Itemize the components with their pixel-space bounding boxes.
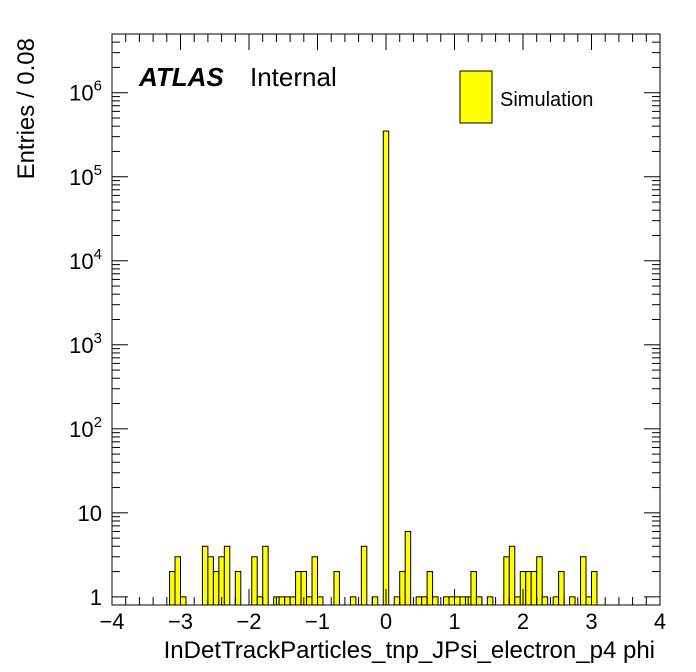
histogram-bar xyxy=(382,130,390,606)
histogram-bar xyxy=(262,545,269,606)
histogram-bar xyxy=(399,571,406,606)
histogram-bar xyxy=(317,596,324,606)
histogram-bar xyxy=(569,596,576,606)
histogram-bar xyxy=(541,596,549,606)
histogram-bar xyxy=(174,556,182,606)
x-tick-label: −4 xyxy=(99,609,124,634)
y-tick-label: 106 xyxy=(69,78,102,106)
histogram-bar xyxy=(508,545,516,606)
histogram-bar xyxy=(404,530,412,606)
histogram-bar xyxy=(371,596,379,606)
histogram-bar xyxy=(333,571,340,606)
histogram-bar xyxy=(415,596,423,606)
histogram-bar xyxy=(459,596,466,606)
x-tick-labels: −4 −3 −2 −1 0 1 2 3 4 xyxy=(99,609,666,634)
y-tick-labels: 1 10 102 103 104 105 106 xyxy=(69,78,102,610)
histogram-bar xyxy=(295,571,302,606)
x-tick-label: 4 xyxy=(654,609,666,634)
histogram-bar xyxy=(421,596,428,606)
x-tick-label: −2 xyxy=(236,609,261,634)
histogram-bar xyxy=(311,556,318,606)
histogram-bar xyxy=(426,571,434,606)
histogram-bar xyxy=(432,596,439,606)
histogram-bar xyxy=(486,596,494,606)
x-tick-label: −1 xyxy=(305,609,330,634)
histogram-bar xyxy=(454,596,461,606)
histogram-bar xyxy=(278,596,286,606)
y-tick-label: 102 xyxy=(69,414,102,442)
plot-frame xyxy=(111,33,661,606)
histogram-bar xyxy=(448,596,455,606)
axis-ticks xyxy=(111,33,661,605)
histogram-bar xyxy=(223,545,231,606)
y-tick-label: 104 xyxy=(69,246,102,274)
histogram-bar xyxy=(503,556,510,606)
histogram-bar xyxy=(525,571,532,606)
atlas-label: ATLAS xyxy=(138,62,224,92)
histogram-bar xyxy=(251,556,258,606)
histogram-bar xyxy=(289,596,297,606)
histogram-bar xyxy=(591,571,598,606)
histogram-bar xyxy=(470,571,477,606)
histogram-bar xyxy=(536,556,543,606)
histogram-bar xyxy=(306,596,313,606)
histogram-bar xyxy=(169,571,176,606)
y-tick-label: 105 xyxy=(69,162,102,190)
y-tick-label: 103 xyxy=(69,330,102,358)
histogram-bar xyxy=(212,571,220,606)
histogram-bar xyxy=(207,556,214,606)
histogram-bar xyxy=(530,571,538,606)
histogram-bar xyxy=(180,596,187,606)
y-axis-title: Entries / 0.08 xyxy=(13,38,40,179)
y-tick-label: 1 xyxy=(90,585,102,610)
histogram-bar xyxy=(349,596,357,606)
histogram-bar xyxy=(585,596,593,606)
histogram-bar xyxy=(201,545,209,606)
x-tick-label: 3 xyxy=(585,609,597,634)
x-tick-label: 2 xyxy=(517,609,529,634)
histogram-bar xyxy=(284,596,291,606)
histogram-bar xyxy=(360,545,368,606)
x-axis-title: InDetTrackParticles_tnp_JPsi_electron_p4… xyxy=(164,637,655,664)
histogram-bar xyxy=(256,596,264,606)
histogram-bar xyxy=(475,596,483,606)
histogram-bar xyxy=(552,596,560,606)
legend-swatch-simulation xyxy=(459,70,493,124)
histogram-bar xyxy=(393,596,401,606)
x-tick-label: −3 xyxy=(168,609,193,634)
histogram-bar xyxy=(443,596,450,606)
histogram-bar xyxy=(234,571,242,606)
internal-label: Internal xyxy=(250,62,337,92)
histogram-bar xyxy=(558,571,565,606)
x-tick-label: 0 xyxy=(380,609,392,634)
x-tick-label: 1 xyxy=(448,609,460,634)
legend-label-simulation: Simulation xyxy=(500,89,593,111)
y-tick-label: 10 xyxy=(78,501,102,526)
histogram-bar xyxy=(514,596,521,606)
histogram-bar xyxy=(580,556,587,606)
